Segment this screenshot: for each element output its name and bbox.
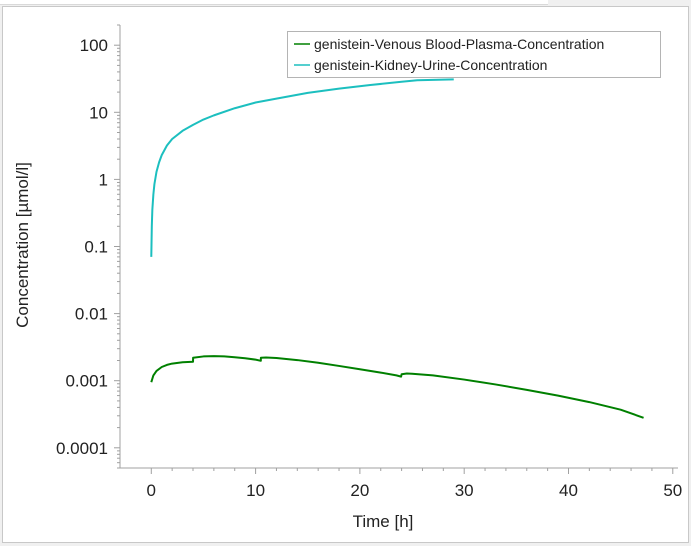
- series-line-kidney-urine: [150, 78, 454, 257]
- series-line-venous-plasma: [150, 355, 644, 419]
- y-tick-label: 1: [99, 170, 108, 189]
- x-tick-label: 20: [350, 481, 369, 500]
- y-tick-label: 10: [89, 103, 108, 122]
- y-tick-label: 0.001: [65, 372, 108, 391]
- y-tick-label: 0.0001: [56, 439, 108, 458]
- x-axis-title: Time [h]: [353, 512, 414, 531]
- y-tick-label: 100: [80, 36, 108, 55]
- x-tick-label: 0: [147, 481, 156, 500]
- x-tick-label: 40: [559, 481, 578, 500]
- y-tick-label: 0.1: [84, 238, 108, 257]
- series-lines: [150, 78, 644, 419]
- x-tick-label: 50: [663, 481, 682, 500]
- x-tick-label: 10: [246, 481, 265, 500]
- window-top-edge: [0, 0, 548, 5]
- window-right-edge: [691, 0, 694, 546]
- legend-label-kidney-urine: genistein-Kidney-Urine-Concentration: [314, 57, 547, 73]
- plot-panel: [2, 6, 689, 543]
- x-tick-label: 30: [455, 481, 474, 500]
- axes: [119, 25, 678, 469]
- legend-label-venous-plasma: genistein-Venous Blood-Plasma-Concentrat…: [314, 36, 604, 52]
- y-tick-label: 0.01: [75, 305, 108, 324]
- y-axis-title: Concentration [µmol/l]: [13, 162, 32, 328]
- legend-box: [287, 31, 661, 78]
- legend: genistein-Venous Blood-Plasma-Concentrat…: [287, 31, 661, 78]
- tick-marks: [114, 24, 674, 474]
